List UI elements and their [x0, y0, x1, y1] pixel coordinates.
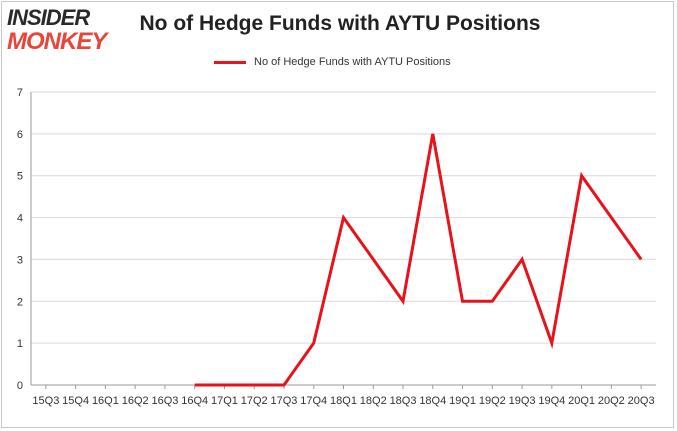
y-tick-label: 1: [17, 338, 23, 350]
x-tick-label: 18Q2: [360, 395, 387, 407]
gridlines: [30, 91, 656, 386]
logo-line-2: MONKEY: [7, 28, 107, 55]
plot-area: [194, 133, 643, 387]
y-axis-ticks: 0 1 2 3 4 5 6 7: [17, 87, 23, 392]
legend: No of Hedge Funds with AYTU Positions: [214, 54, 451, 70]
chart-title: No of Hedge Funds with AYTU Positions: [139, 12, 541, 35]
x-tick-label: 19Q1: [449, 395, 476, 407]
x-tick-label: 18Q3: [390, 395, 417, 407]
x-tick-label: 17Q1: [211, 395, 238, 407]
x-tick-label: 20Q3: [628, 395, 655, 407]
x-tick-label: 15Q4: [62, 395, 89, 407]
x-axis-ticks: 15Q3 15Q4 16Q1 16Q2 16Q3 16Q4 17Q1 17Q2 17Q3 17Q4…: [32, 385, 655, 407]
x-tick-label: 16Q2: [122, 395, 149, 407]
x-tick-label: 17Q2: [241, 395, 268, 407]
x-tick-label: 16Q1: [92, 395, 119, 407]
x-tick-label: 18Q1: [330, 395, 357, 407]
x-tick-label: 19Q4: [538, 395, 565, 407]
x-tick-label: 16Q4: [181, 395, 208, 407]
legend-label: No of Hedge Funds with AYTU Positions: [254, 56, 451, 68]
y-tick-label: 5: [17, 171, 23, 183]
logo-line-1: INSIDER: [7, 5, 90, 30]
y-tick-label: 7: [17, 87, 23, 99]
x-tick-label: 19Q3: [509, 395, 536, 407]
x-tick-label: 18Q4: [419, 395, 446, 407]
x-tick-label: 19Q2: [479, 395, 506, 407]
y-tick-label: 6: [17, 129, 23, 141]
x-tick-label: 17Q4: [300, 395, 327, 407]
y-tick-label: 0: [17, 380, 23, 392]
x-tick-label: 17Q3: [271, 395, 298, 407]
x-tick-label: 20Q1: [568, 395, 595, 407]
series-line: [194, 133, 643, 387]
y-tick-label: 3: [17, 254, 23, 266]
x-tick-label: 15Q3: [32, 395, 59, 407]
x-tick-label: 20Q2: [598, 395, 625, 407]
y-tick-label: 4: [17, 213, 23, 225]
legend-swatch: [214, 60, 246, 64]
x-tick-label: 16Q3: [151, 395, 178, 407]
insider-monkey-logo: INSIDER MONKEY: [7, 5, 125, 55]
y-tick-label: 2: [17, 296, 23, 308]
